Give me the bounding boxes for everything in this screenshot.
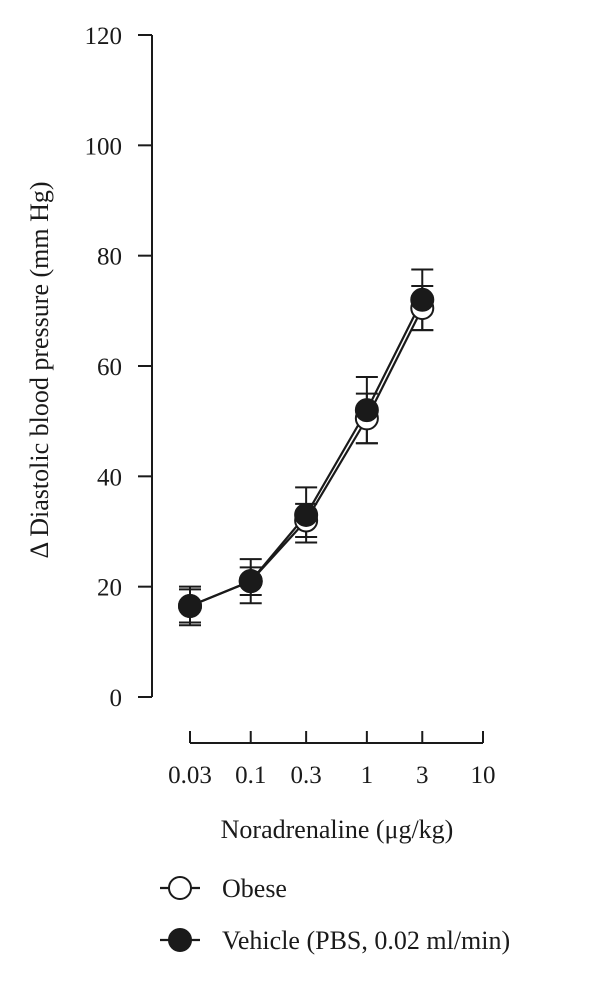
data-point xyxy=(238,569,263,594)
y-tick-label: 40 xyxy=(97,464,122,491)
y-tick-label: 100 xyxy=(85,133,123,160)
y-tick-label: 80 xyxy=(97,244,122,271)
x-axis-title: Noradrenaline (μg/kg) xyxy=(221,815,454,844)
data-point xyxy=(294,502,319,527)
series-line xyxy=(189,307,424,607)
x-tick-label: 0.03 xyxy=(168,762,212,789)
y-tick-label: 20 xyxy=(97,575,122,602)
legend-label: Vehicle (PBS, 0.02 ml/min) xyxy=(222,926,510,955)
legend: Obese Vehicle (PBS, 0.02 ml/min) xyxy=(160,874,510,955)
legend-label: Obese xyxy=(222,874,287,903)
x-tick-label: 0.3 xyxy=(291,762,322,789)
legend-item: Obese xyxy=(160,874,287,903)
series-line xyxy=(189,299,424,607)
x-tick-label: 3 xyxy=(416,762,429,789)
series-vehicle xyxy=(179,268,434,627)
x-tick-label: 10 xyxy=(471,762,496,789)
series-obese xyxy=(179,285,434,624)
y-axis-title: Δ Diastolic blood pressure (mm Hg) xyxy=(25,181,54,558)
legend-marker xyxy=(168,876,192,900)
data-point xyxy=(178,593,202,618)
y-axis: 0 20 40 60 80 100 120 xyxy=(85,23,153,712)
series-layer xyxy=(178,268,435,627)
legend-marker xyxy=(168,928,192,952)
data-point xyxy=(410,287,435,312)
data-point xyxy=(354,398,379,423)
y-tick-label: 60 xyxy=(97,354,122,381)
markers-vehicle xyxy=(178,287,435,618)
markers-obese xyxy=(178,296,435,618)
x-tick-label: 0.1 xyxy=(235,762,266,789)
x-axis: 0.03 0.1 0.3 1 3 10 xyxy=(168,731,496,789)
y-tick-label: 0 xyxy=(110,685,123,712)
y-tick-label: 120 xyxy=(85,23,123,50)
legend-item: Vehicle (PBS, 0.02 ml/min) xyxy=(160,926,510,955)
x-tick-label: 1 xyxy=(361,762,374,789)
